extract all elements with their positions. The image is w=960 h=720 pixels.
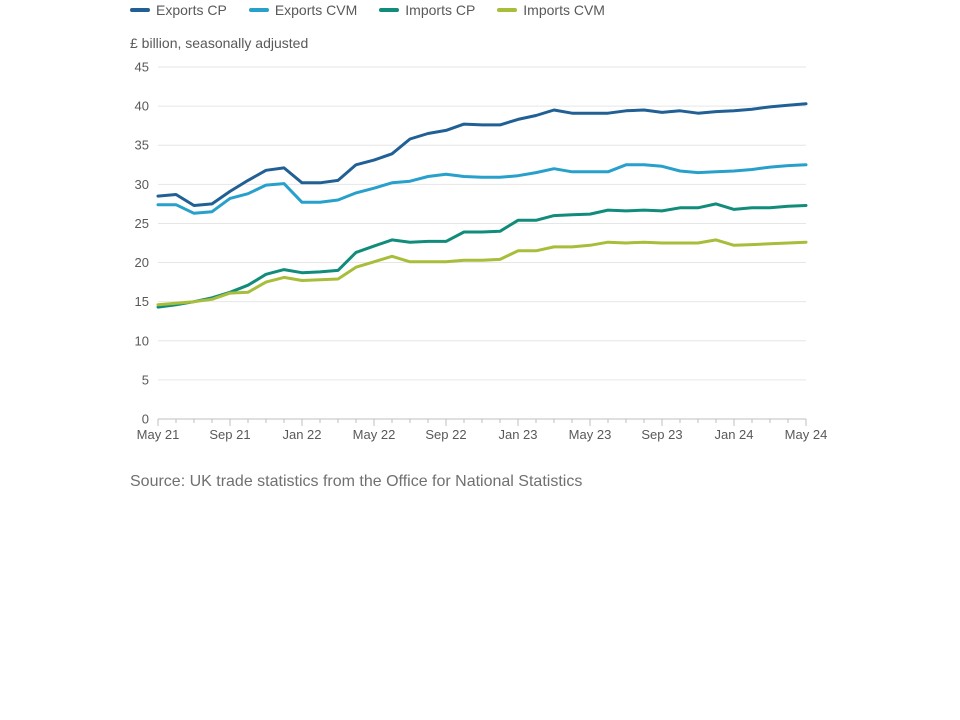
legend-item-exports-cvm: Exports CVM xyxy=(248,2,358,18)
legend-label-imports-cp: Imports CP xyxy=(405,2,476,18)
x-tick-label-sep-22: Sep 22 xyxy=(425,427,466,442)
x-tick-label-may-23: May 23 xyxy=(569,427,612,442)
legend-swatch-imports-cp xyxy=(379,8,400,12)
y-tick-label-15: 15 xyxy=(135,294,149,309)
y-tick-label-5: 5 xyxy=(142,372,149,387)
series-line-imports-cvm xyxy=(156,238,808,307)
x-tick-label-sep-21: Sep 21 xyxy=(209,427,250,442)
legend-item-exports-cp: Exports CP xyxy=(130,2,227,18)
y-tick-label-0: 0 xyxy=(142,412,149,427)
y-tick-label-10: 10 xyxy=(135,333,149,348)
x-tick-label-may-22: May 22 xyxy=(353,427,396,442)
y-tick-label-40: 40 xyxy=(135,99,149,114)
series-line-exports-cvm xyxy=(156,163,808,215)
y-tick-label-20: 20 xyxy=(135,255,149,270)
y-axis-unit-label: £ billion, seasonally adjusted xyxy=(130,35,309,51)
legend-label-exports-cvm: Exports CVM xyxy=(274,2,358,18)
legend-item-imports-cvm: Imports CVM xyxy=(497,2,605,18)
y-tick-label-35: 35 xyxy=(135,138,149,153)
legend-label-imports-cvm: Imports CVM xyxy=(523,2,605,18)
legend-label-exports-cp: Exports CP xyxy=(156,2,227,18)
legend-swatch-imports-cvm xyxy=(497,8,518,12)
x-tick-label-may-21: May 21 xyxy=(137,427,180,442)
legend-swatch-exports-cvm xyxy=(248,8,269,12)
y-tick-label-45: 45 xyxy=(135,60,149,75)
x-tick-label-jan-22: Jan 22 xyxy=(282,427,321,442)
x-tick-label-sep-23: Sep 23 xyxy=(641,427,682,442)
y-tick-label-25: 25 xyxy=(135,216,149,231)
legend-item-imports-cp: Imports CP xyxy=(379,2,475,18)
y-tick-label-30: 30 xyxy=(135,177,149,192)
series-line-imports-cp xyxy=(156,202,808,309)
x-tick-label-may-24: May 24 xyxy=(785,427,828,442)
legend-swatch-exports-cp xyxy=(130,8,150,12)
series-line-exports-cp xyxy=(156,102,808,207)
x-tick-label-jan-24: Jan 24 xyxy=(714,427,753,442)
x-tick-label-jan-23: Jan 23 xyxy=(498,427,537,442)
line-chart: 0 5 10 15 20 25 30 35 40 45 May 21 Sep 21 Jan 22 May … xyxy=(135,60,828,443)
chart-legend: Exports CP Exports CVM Imports CP Import… xyxy=(130,2,605,18)
source-note: Source: UK trade statistics from the Off… xyxy=(130,473,583,490)
